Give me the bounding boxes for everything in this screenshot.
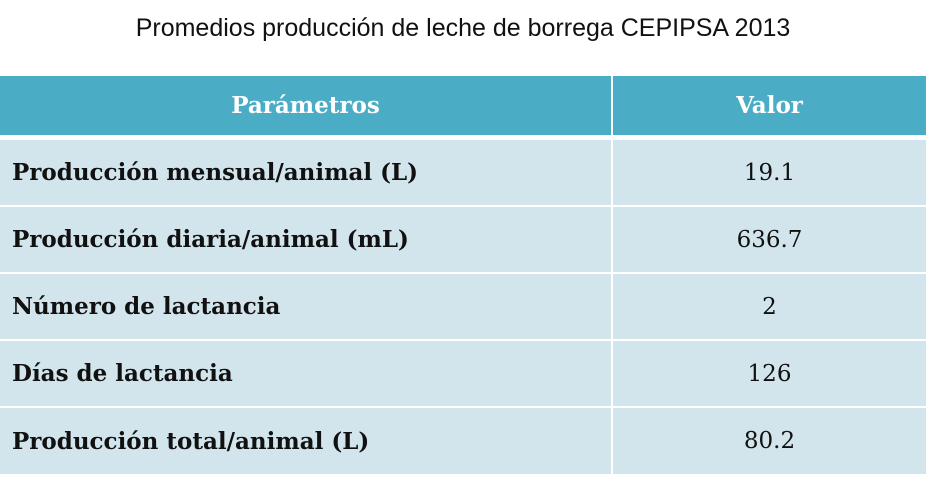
row-value: 2 bbox=[613, 274, 926, 341]
table-row: Días de lactancia 126 bbox=[0, 341, 926, 408]
column-header-valor: Valor bbox=[613, 76, 926, 140]
row-parameter: Producción total/animal (L) bbox=[0, 408, 613, 474]
table-header-row: Parámetros Valor bbox=[0, 76, 926, 140]
row-parameter: Producción mensual/animal (L) bbox=[0, 140, 613, 207]
table-row: Producción mensual/animal (L) 19.1 bbox=[0, 140, 926, 207]
row-parameter: Días de lactancia bbox=[0, 341, 613, 408]
row-value: 80.2 bbox=[613, 408, 926, 474]
table-row: Producción total/animal (L) 80.2 bbox=[0, 408, 926, 474]
table-row: Producción diaria/animal (mL) 636.7 bbox=[0, 207, 926, 274]
row-value: 636.7 bbox=[613, 207, 926, 274]
column-header-parametros: Parámetros bbox=[0, 76, 613, 140]
table-row: Número de lactancia 2 bbox=[0, 274, 926, 341]
row-parameter: Número de lactancia bbox=[0, 274, 613, 341]
row-value: 19.1 bbox=[613, 140, 926, 207]
data-table: Parámetros Valor Producción mensual/anim… bbox=[0, 76, 926, 474]
row-value: 126 bbox=[613, 341, 926, 408]
row-parameter: Producción diaria/animal (mL) bbox=[0, 207, 613, 274]
chart-title: Promedios producción de leche de borrega… bbox=[135, 14, 791, 42]
